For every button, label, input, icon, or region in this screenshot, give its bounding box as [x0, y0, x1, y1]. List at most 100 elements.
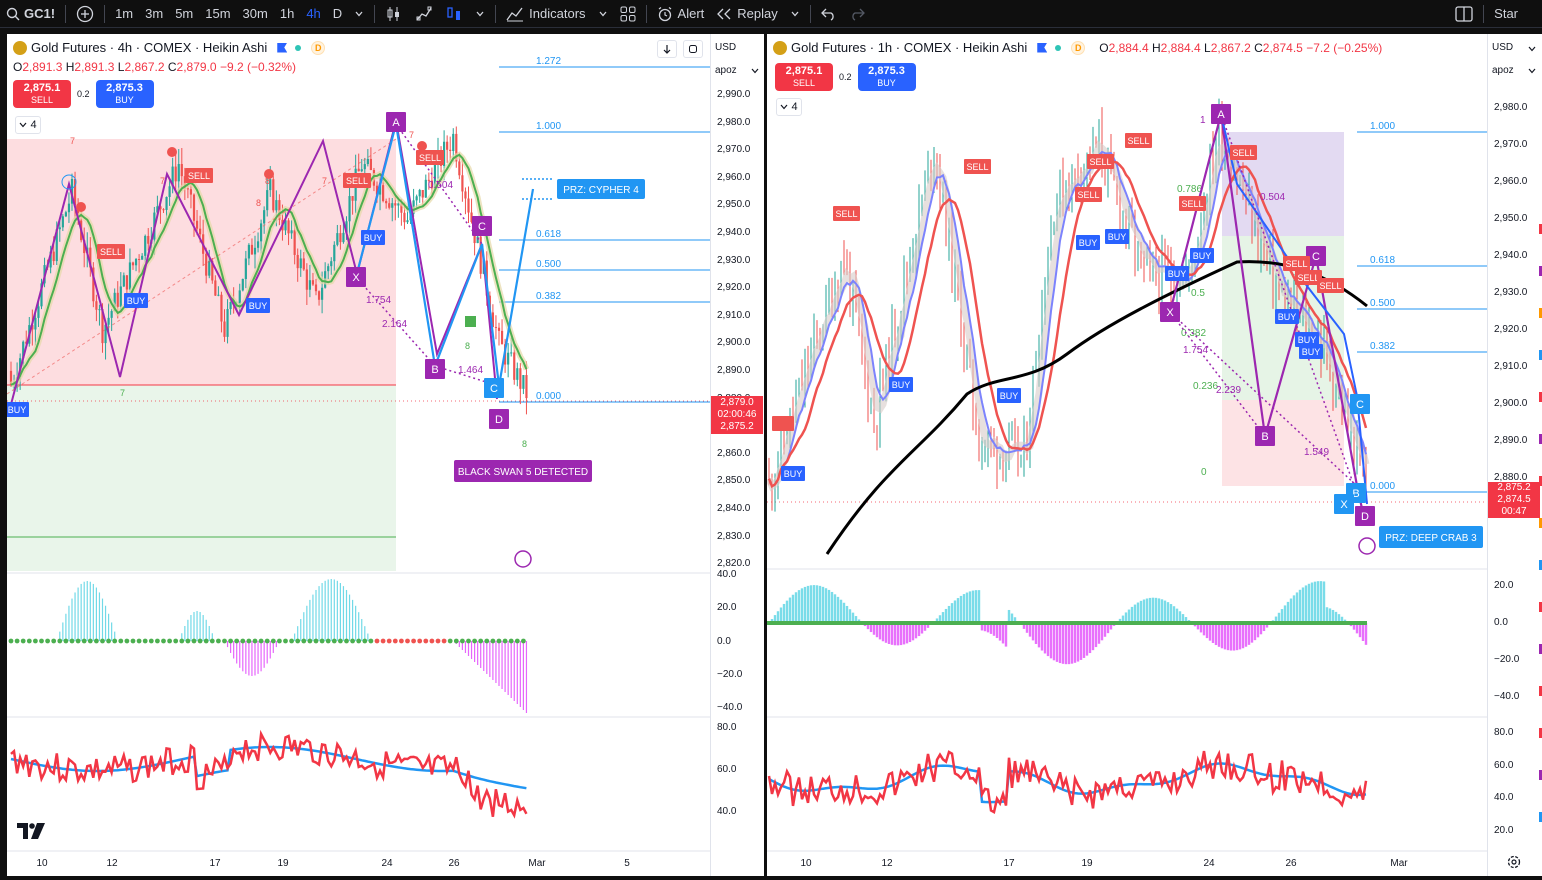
- interval-5m[interactable]: 5m: [175, 6, 194, 21]
- side-marker: [1539, 770, 1542, 780]
- price-axis-1h[interactable]: USD apoz 2,980.0 2,970.0 2,960.0 2,950.0 2,9…: [1487, 34, 1542, 876]
- candle-body: [461, 175, 464, 192]
- tradingview-logo-icon[interactable]: [17, 823, 45, 839]
- replay-button[interactable]: Replay: [710, 0, 783, 28]
- collapse-indicators-button[interactable]: 4: [15, 116, 41, 134]
- osc-zero-dot: [234, 638, 240, 644]
- scale-selector[interactable]: apoz: [715, 65, 737, 76]
- indicators-button[interactable]: Indicators: [500, 0, 591, 28]
- sell-signal-label: SELL: [966, 162, 988, 172]
- scroll-to-latest-button[interactable]: [657, 40, 677, 58]
- axis-tick: 80.0: [1494, 727, 1514, 738]
- candle-body: [391, 203, 394, 208]
- interval-3m[interactable]: 3m: [145, 6, 164, 21]
- heikin-ashi-button[interactable]: [439, 0, 469, 28]
- osc-zero-dot: [142, 638, 148, 644]
- ohlc-low: 2,867.2: [124, 60, 165, 74]
- osc-zero-dot: [301, 638, 307, 644]
- buy-button[interactable]: 2,875.3 BUY: [95, 80, 154, 108]
- osc-zero-dot: [386, 638, 392, 644]
- osc-zero-dot: [191, 638, 197, 644]
- chart-title: Gold Futures · 1h · COMEX · Heikin Ashi: [791, 40, 1028, 55]
- candle-body: [418, 189, 421, 197]
- flag-icon[interactable]: [1037, 42, 1048, 53]
- candle-body: [195, 220, 199, 229]
- candle-body: [199, 228, 202, 235]
- interval-1m[interactable]: 1m: [115, 6, 134, 21]
- prz-badge: [1379, 526, 1483, 548]
- undo-button[interactable]: [815, 0, 843, 28]
- candle-body: [247, 244, 250, 259]
- chart-divider[interactable]: [764, 34, 767, 880]
- candle-body: [95, 301, 98, 310]
- flag-icon[interactable]: [277, 42, 288, 53]
- symbol-search[interactable]: GC1!: [0, 0, 61, 28]
- sell-price: 2,875.1: [785, 65, 823, 77]
- candle-body: [415, 196, 418, 201]
- price-axis-4h[interactable]: USD apoz 2,990.0 2,980.0 2,970.0 2,960.0 2,9…: [710, 34, 764, 876]
- candle-body: [226, 309, 229, 337]
- interval-15m[interactable]: 15m: [205, 6, 231, 21]
- chart-canvas-4h[interactable]: 1.272 1.000 0.618 0.500 0.382 0.000 X A B C C D 1.75…: [7, 34, 710, 876]
- candle-body: [260, 223, 263, 242]
- candle-body: [449, 149, 452, 152]
- buy-button[interactable]: 2,875.3 BUY: [857, 63, 916, 91]
- chart-canvas-1h[interactable]: 1.000 0.618 0.500 0.382 0.000 0.786 0.5 0.382 0.…: [767, 34, 1487, 876]
- sync-button[interactable]: [683, 40, 703, 58]
- candle-body: [9, 370, 13, 385]
- pattern-point-marker: [1306, 246, 1326, 266]
- candle-body: [443, 141, 446, 166]
- compare-button[interactable]: [70, 0, 100, 28]
- chart-type-dropdown[interactable]: [469, 0, 491, 28]
- candle-body: [67, 203, 71, 213]
- count-label: 8: [522, 439, 527, 449]
- osc-zero-dot: [368, 638, 374, 644]
- time-tick: 10: [800, 858, 812, 869]
- last-price-tag: 2,875.2 2,874.5 00:47: [1488, 481, 1540, 519]
- axis-tick: 2,970.0: [1494, 139, 1528, 150]
- currency-selector[interactable]: USD: [1492, 42, 1514, 53]
- line-style-button[interactable]: [409, 0, 439, 28]
- candle-body: [52, 251, 55, 262]
- alert-button[interactable]: Alert: [651, 0, 711, 28]
- osc-zero-dot: [106, 638, 111, 644]
- sell-button[interactable]: 2,875.1 SELL: [13, 80, 71, 108]
- candles-style-button[interactable]: [379, 0, 409, 28]
- ratio-label: 1.549: [1304, 447, 1329, 458]
- osc-zero-dot: [429, 638, 435, 644]
- bid-price: 2,875.2: [720, 421, 754, 432]
- candle-body: [49, 251, 52, 268]
- osc-zero-dot: [466, 638, 471, 644]
- sell-button[interactable]: 2,875.1 SELL: [775, 63, 833, 91]
- interval-dropdown[interactable]: [348, 0, 370, 28]
- time-tick: 19: [277, 858, 289, 869]
- chart-panel-4h[interactable]: 1.272 1.000 0.618 0.500 0.382 0.000 X A B C C D 1.75…: [7, 34, 710, 876]
- chart-panel-1h[interactable]: 1.000 0.618 0.500 0.382 0.000 0.786 0.5 0.382 0.…: [767, 34, 1487, 876]
- redo-button[interactable]: [843, 0, 871, 28]
- collapse-indicators-button[interactable]: 4: [776, 98, 802, 116]
- interval-1h[interactable]: 1h: [279, 6, 295, 21]
- interval-4h[interactable]: 4h: [306, 6, 321, 21]
- side-marker: [1539, 560, 1542, 570]
- candle-body: [211, 260, 214, 281]
- side-marker: [1539, 434, 1542, 444]
- layout-button[interactable]: [614, 0, 642, 28]
- replay-dropdown[interactable]: [784, 0, 806, 28]
- last-price: 2,875.2: [1488, 482, 1540, 494]
- candle-body: [116, 292, 119, 307]
- axis-tick: 2,940.0: [717, 227, 751, 238]
- osc-zero-dot: [447, 638, 453, 644]
- divider: [809, 4, 811, 23]
- candle-body: [238, 290, 241, 305]
- candle-body: [208, 260, 211, 276]
- chart-settings-button[interactable]: [1504, 852, 1524, 872]
- star-button[interactable]: Star: [1488, 0, 1542, 28]
- interval-d[interactable]: D: [332, 6, 343, 21]
- indicators-dropdown[interactable]: [592, 0, 614, 28]
- interval-30m[interactable]: 30m: [242, 6, 268, 21]
- scale-selector[interactable]: apoz: [1492, 65, 1514, 76]
- check-icon: [465, 316, 476, 327]
- candle-body: [351, 196, 354, 201]
- layout-toggle-button[interactable]: [1449, 0, 1479, 28]
- currency-selector[interactable]: USD: [715, 42, 737, 53]
